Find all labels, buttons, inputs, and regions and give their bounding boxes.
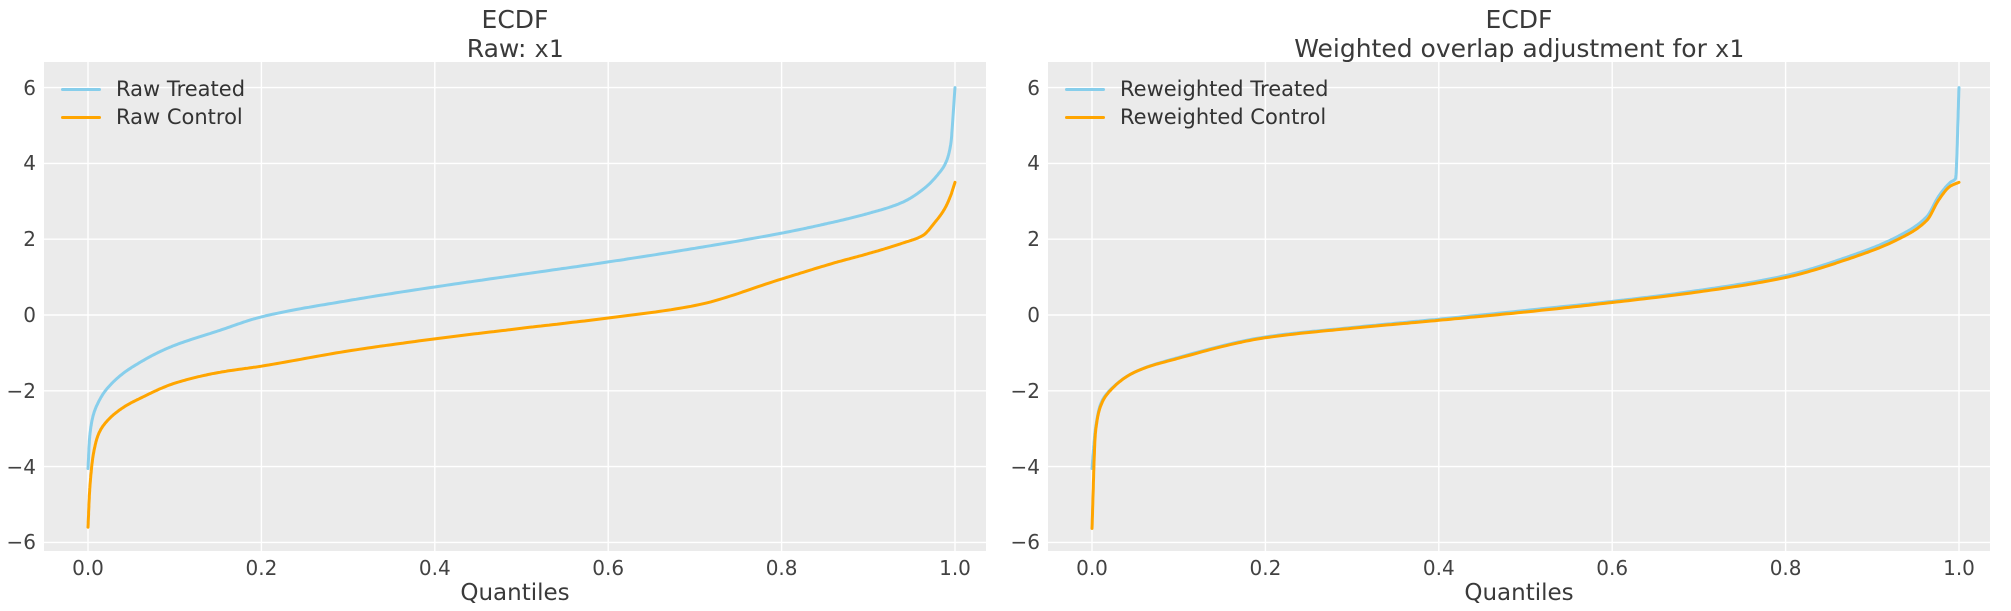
legend-entry-raw-control: Raw Control [61, 103, 245, 131]
subplot-weighted: ECDF Weighted overlap adjustment for x1 … [1004, 0, 2011, 611]
legend-entry-reweighted-treated: Reweighted Treated [1065, 75, 1328, 103]
y-axis-ticks: 6 4 2 0 −2 −4 −6 [0, 0, 36, 611]
y-tick-label: −4 [6, 454, 36, 479]
x-tick-label: 0.0 [1076, 556, 1108, 580]
x-axis-ticks: 0.0 0.2 0.4 0.6 0.8 1.0 [1004, 556, 2011, 582]
plot-title-line2-text: Weighted overlap adjustment for [1294, 34, 1715, 63]
x-tick-label: 1.0 [1943, 556, 1975, 580]
plot-title-line2: Weighted overlap adjustment for x1 [1048, 34, 1990, 64]
x-tick-label: 0.2 [1249, 556, 1282, 580]
subplot-raw: ECDF Raw: x1 6 4 2 0 −2 −4 −6 0.0 0.2 0.4 0.6 0.8 1… [0, 0, 1004, 611]
x-tick-label: 0.2 [245, 556, 278, 580]
plot-canvas [44, 62, 986, 551]
y-tick-label: −6 [1010, 530, 1040, 555]
plot-title-line1: ECDF [1485, 5, 1553, 34]
plot-title-line1: ECDF [481, 5, 549, 34]
x-tick-label: 1.0 [939, 556, 971, 580]
x-tick-label: 0.6 [1596, 556, 1629, 580]
legend-entry-raw-treated: Raw Treated [61, 75, 245, 103]
x-tick-label: 0.4 [418, 556, 451, 580]
y-tick-label: 6 [23, 75, 36, 100]
plot-title-variable: x1 [1714, 35, 1744, 63]
y-tick-label: 0 [1027, 303, 1040, 327]
legend-label: Reweighted Control [1120, 105, 1327, 129]
legend-line-reweighted-control [1065, 115, 1105, 119]
plot-title-line2-text: Raw: [466, 34, 535, 63]
plot-title-variable: x1 [534, 35, 564, 63]
y-tick-label: 4 [23, 151, 36, 176]
x-tick-label: 0.8 [765, 556, 798, 580]
legend-line-reweighted-treated [1065, 87, 1105, 91]
y-tick-label: 2 [1027, 227, 1040, 252]
y-tick-label: −2 [6, 378, 36, 403]
x-tick-label: 0.4 [1422, 556, 1455, 580]
plot-area [1048, 62, 1990, 551]
y-tick-label: 4 [1027, 151, 1040, 176]
legend-line-raw-treated [61, 87, 101, 91]
y-tick-label: −4 [1010, 454, 1040, 479]
legend-entry-reweighted-control: Reweighted Control [1065, 103, 1328, 131]
x-tick-label: 0.6 [592, 556, 625, 580]
legend-label: Reweighted Treated [1120, 77, 1329, 101]
reweighted-control-curve [1090, 180, 1961, 530]
x-axis-label: Quantiles [460, 580, 570, 606]
raw-treated-curve [86, 86, 957, 470]
y-tick-label: −6 [6, 530, 36, 555]
legend-label: Raw Control [116, 105, 243, 129]
plot-title: ECDF Weighted overlap adjustment for x1 [1048, 5, 1990, 64]
legend-label: Raw Treated [116, 77, 246, 101]
y-tick-label: 2 [23, 227, 36, 252]
x-axis-label: Quantiles [1464, 580, 1574, 606]
raw-control-curve [86, 180, 957, 529]
plot-title: ECDF Raw: x1 [44, 5, 986, 64]
plot-area [44, 62, 986, 551]
y-tick-label: −2 [1010, 378, 1040, 403]
plot-canvas [1048, 62, 1990, 551]
x-tick-label: 0.8 [1769, 556, 1802, 580]
legend: Raw Treated Raw Control [61, 75, 245, 131]
y-tick-label: 0 [23, 303, 36, 327]
legend: Reweighted Treated Reweighted Control [1065, 75, 1328, 131]
y-tick-label: 6 [1027, 75, 1040, 100]
x-tick-label: 0.0 [72, 556, 104, 580]
x-axis-ticks: 0.0 0.2 0.4 0.6 0.8 1.0 [0, 556, 1004, 582]
y-axis-ticks: 6 4 2 0 −2 −4 −6 [1004, 0, 1040, 611]
plot-title-line2: Raw: x1 [44, 34, 986, 64]
legend-line-raw-control [61, 115, 101, 119]
